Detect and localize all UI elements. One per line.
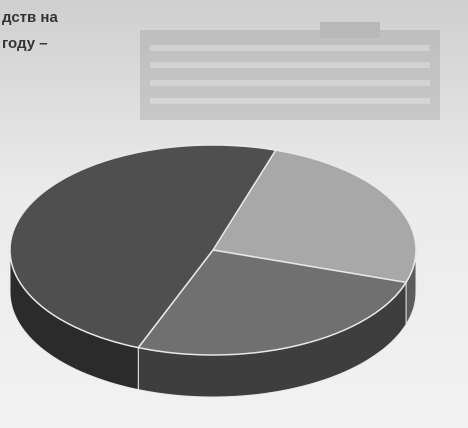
pie-slice bbox=[211, 149, 417, 284]
title-line: году – bbox=[2, 35, 48, 52]
pie-slice bbox=[136, 249, 408, 356]
background-building bbox=[140, 22, 440, 120]
pie bbox=[9, 144, 417, 398]
title-line: дств на bbox=[2, 9, 58, 26]
pie-slice bbox=[9, 144, 277, 349]
